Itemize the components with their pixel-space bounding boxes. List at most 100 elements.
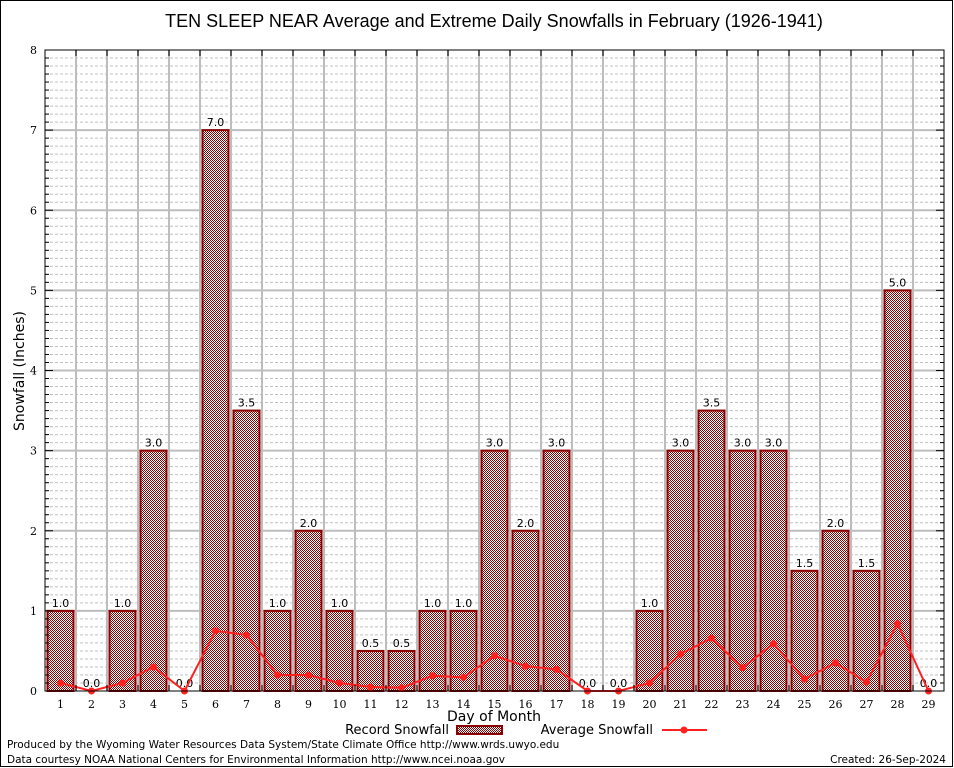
y-tick-labels: 0 1 2 3 4 5 6 7 8: [30, 44, 37, 698]
x-tick-label: 28: [891, 698, 905, 711]
x-tick-label: 1: [57, 698, 64, 711]
bar-label: 1.5: [858, 557, 876, 570]
x-tick-label: 27: [860, 698, 874, 711]
bar-label: 2.0: [517, 517, 535, 530]
bar-day-7: [232, 409, 261, 692]
legend-label-average: Average Snowfall: [541, 723, 653, 738]
x-tick-label: 10: [333, 698, 347, 711]
average-point-day-3: [119, 679, 126, 687]
x-tick-label: 29: [922, 698, 936, 711]
average-point-day-6: [212, 627, 219, 635]
x-tick-label: 12: [395, 698, 409, 711]
x-tick-label: 25: [798, 698, 812, 711]
footer-produced-by: Produced by the Wyoming Water Resources …: [7, 739, 559, 751]
x-tick-label: 24: [767, 698, 781, 711]
x-tick-label: 11: [364, 698, 378, 711]
average-point-day-20: [646, 679, 653, 687]
bar-day-28: [883, 289, 912, 692]
y-tick-label: 0: [30, 685, 37, 698]
bar-label: 3.0: [765, 437, 783, 450]
bar-label: 7.0: [207, 116, 225, 129]
x-tick-label: 6: [212, 698, 219, 711]
average-point-day-15: [491, 652, 498, 660]
x-tick-labels: 1 2 3 4 5 6 7 8 9 10 11 12 13 14 15 16 17 18 19 20 21 22 23 24 2…: [57, 698, 936, 711]
y-tick-label: 7: [30, 124, 37, 137]
average-point-day-24: [770, 640, 777, 648]
average-point-day-14: [460, 673, 467, 681]
bar-day-9: [294, 529, 323, 692]
x-tick-label: 13: [426, 698, 440, 711]
bar-label: 1.0: [114, 597, 132, 610]
x-tick-label: 15: [488, 698, 502, 711]
bar-label: 3.5: [703, 397, 721, 410]
chart-title: TEN SLEEP NEAR Average and Extreme Daily…: [165, 11, 823, 31]
bar-label: 3.0: [672, 437, 690, 450]
bar-label: 1.0: [424, 597, 442, 610]
x-tick-label: 5: [181, 698, 188, 711]
bar-day-1: [46, 609, 75, 692]
x-tick-label: 18: [581, 698, 595, 711]
bar-label: 0.0: [83, 677, 101, 690]
bar-label: 1.0: [331, 597, 349, 610]
x-tick-label: 8: [274, 698, 281, 711]
average-point-day-23: [739, 664, 746, 672]
footer-data-courtesy: Data courtesy NOAA National Centers for …: [7, 754, 505, 766]
bar-label: 5.0: [889, 276, 907, 289]
bar-day-23: [728, 449, 757, 692]
average-point-day-7: [243, 631, 250, 639]
bar-label: 3.0: [734, 437, 752, 450]
bar-label: 1.0: [641, 597, 659, 610]
bar-day-25: [790, 569, 819, 692]
bar-day-22: [697, 409, 726, 692]
footer-created: Created: 26-Sep-2024: [830, 754, 946, 766]
x-tick-label: 26: [829, 698, 843, 711]
x-tick-label: 14: [457, 698, 471, 711]
average-point-day-25: [801, 675, 808, 683]
x-axis-title: Day of Month: [447, 709, 541, 725]
average-point-day-27: [863, 678, 870, 686]
axis-ticks: [45, 49, 944, 692]
bar-label: 1.5: [796, 557, 814, 570]
average-point-day-11: [367, 683, 374, 691]
bar-label: 2.0: [300, 517, 318, 530]
legend-marker-average: [680, 726, 688, 734]
bar-label: 3.5: [238, 397, 256, 410]
bar-label: 0.0: [610, 677, 628, 690]
bar-day-10: [325, 609, 354, 692]
average-point-day-8: [274, 671, 281, 679]
x-tick-label: 2: [88, 698, 95, 711]
average-point-day-26: [832, 659, 839, 667]
y-tick-label: 2: [30, 525, 37, 538]
bar-day-15: [480, 449, 509, 692]
bar-day-17: [542, 449, 571, 692]
y-tick-label: 5: [30, 284, 37, 297]
x-tick-label: 23: [736, 698, 750, 711]
average-point-day-16: [522, 662, 529, 670]
legend: Record Snowfall Average Snowfall: [345, 723, 707, 738]
x-tick-label: 21: [674, 698, 688, 711]
bar-label: 2.0: [827, 517, 845, 530]
average-point-day-12: [398, 684, 405, 692]
average-point-day-28: [894, 620, 901, 628]
legend-swatch-record: [456, 725, 503, 735]
average-point-day-1: [57, 679, 64, 687]
bar-day-4: [139, 449, 168, 692]
y-tick-label: 3: [30, 445, 37, 458]
x-tick-label: 20: [643, 698, 657, 711]
x-tick-label: 16: [519, 698, 533, 711]
grid: [45, 50, 944, 691]
bar-label: 0.5: [362, 637, 380, 650]
bar-label: 1.0: [269, 597, 287, 610]
bar-label: 0.5: [393, 637, 411, 650]
average-point-day-22: [708, 634, 715, 642]
x-tick-label: 22: [705, 698, 719, 711]
x-tick-label: 19: [612, 698, 626, 711]
average-line: [57, 620, 932, 695]
bar-label: 1.0: [455, 597, 473, 610]
average-point-day-9: [305, 671, 312, 679]
x-tick-label: 17: [550, 698, 564, 711]
bar-day-8: [263, 609, 292, 692]
bar-day-27: [852, 569, 881, 692]
